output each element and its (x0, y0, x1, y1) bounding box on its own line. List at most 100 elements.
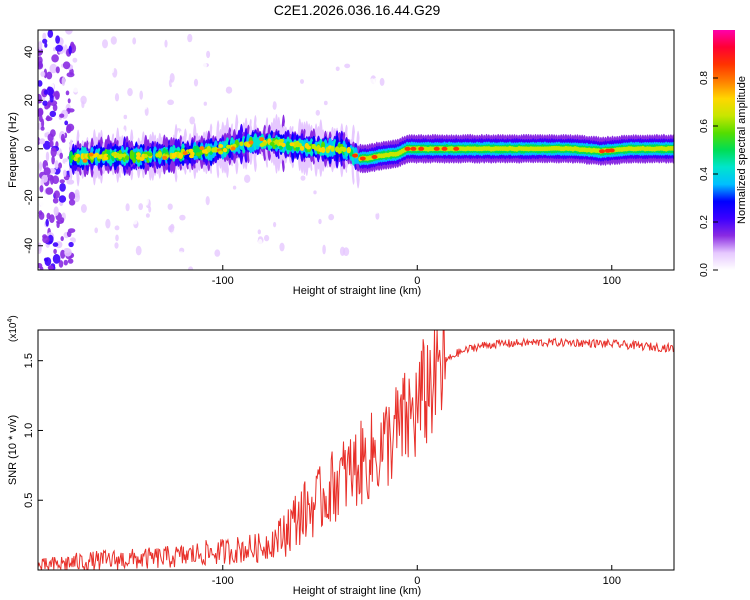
noise-speckle (354, 69, 360, 76)
noise-speckle (51, 54, 59, 63)
noise-speckle (278, 217, 285, 226)
noise-speckle (68, 45, 72, 55)
noise-speckle (43, 140, 51, 150)
noise-speckle (94, 227, 98, 234)
noise-speckle (373, 208, 380, 214)
noise-speckle (58, 67, 65, 77)
noise-speckle (317, 202, 321, 209)
noise-speckle (58, 260, 64, 268)
noise-speckle (66, 137, 70, 146)
noise-speckle (67, 204, 73, 213)
colorbar-label: Normalized spectral amplitude (736, 76, 748, 224)
figure-title: C2E1.2026.036.16.44.G29 (274, 2, 441, 18)
noise-speckle (179, 214, 186, 221)
noise-speckle (45, 187, 54, 195)
noise-speckle (279, 242, 285, 252)
noise-speckle (347, 32, 351, 39)
noise-speckle (113, 57, 120, 64)
noise-speckle (373, 66, 379, 73)
noise-speckle (308, 109, 312, 118)
noise-speckle (117, 79, 124, 84)
noise-speckle (353, 238, 359, 244)
noise-speckle (38, 263, 43, 269)
noise-speckle (333, 185, 338, 193)
noise-speckle (145, 30, 152, 36)
noise-speckle (334, 202, 338, 207)
colorbar-ticks: 0.0 0.2 0.4 0.6 0.8 (699, 71, 718, 277)
noise-speckle (274, 196, 282, 205)
noise-speckle (257, 238, 263, 249)
noise-speckle (315, 109, 320, 116)
noise-speckle (44, 199, 52, 208)
ridge-peak (226, 144, 231, 149)
ridge-peak (404, 146, 411, 151)
noise-speckle (46, 59, 53, 66)
noise-speckle (67, 108, 75, 113)
noise-speckle (344, 185, 348, 195)
noise-speckle (229, 183, 233, 191)
noise-speckle (81, 236, 88, 242)
noise-speckle (65, 30, 73, 35)
ridge-peak (162, 155, 168, 160)
noise-speckle (196, 35, 202, 43)
noise-speckle (232, 40, 238, 49)
noise-speckle (328, 69, 334, 76)
ridge-cell (341, 146, 347, 153)
noise-speckle (157, 39, 163, 49)
ridge-cell (239, 141, 244, 147)
noise-speckle (60, 249, 66, 259)
noise-speckle (365, 206, 372, 211)
noise-speckle (38, 155, 41, 163)
noise-speckle (300, 79, 304, 84)
noise-speckle (214, 249, 221, 257)
noise-speckle (236, 69, 240, 75)
noise-speckle (78, 247, 86, 254)
noise-speckle (203, 101, 207, 106)
noise-speckle (360, 233, 367, 239)
ridge-peak (218, 144, 224, 148)
noise-speckle (123, 235, 131, 241)
ridge-peak (352, 153, 358, 158)
noise-speckle (222, 76, 229, 83)
noise-speckle (340, 190, 344, 200)
noise-speckle (38, 41, 43, 51)
noise-speckle (268, 77, 274, 86)
noise-speckle (156, 81, 164, 90)
spectrogram-x-ticks: -100 0 100 (212, 265, 621, 287)
noise-speckle (357, 187, 361, 193)
noise-speckle (252, 213, 256, 219)
noise-speckle (295, 239, 302, 250)
noise-speckle (203, 243, 210, 253)
noise-speckle (281, 224, 285, 229)
noise-speckle (150, 62, 156, 71)
ridge-cell (143, 154, 148, 158)
noise-speckle (165, 183, 171, 191)
noise-speckle (139, 90, 143, 100)
x-tick-label: 0 (414, 575, 420, 587)
noise-speckle (352, 111, 360, 119)
noise-speckle (51, 155, 55, 165)
noise-speckle (381, 88, 388, 98)
noise-speckle (341, 198, 346, 204)
ridge-cell (255, 138, 260, 147)
noise-speckle (158, 125, 162, 131)
noise-speckle (38, 56, 43, 65)
noise-speckle (348, 107, 353, 117)
noise-speckle (264, 64, 271, 71)
colorbar-gradient (713, 30, 735, 270)
noise-speckle (101, 112, 105, 122)
y-tick-label: 0.5 (23, 493, 35, 508)
noise-speckle (43, 167, 51, 176)
noise-speckle (43, 257, 49, 262)
ridge-peak (410, 146, 417, 151)
noise-speckle (42, 100, 48, 106)
noise-speckle (164, 228, 170, 234)
noise-speckle (296, 184, 303, 193)
noise-speckle (105, 218, 111, 229)
noise-speckle (38, 192, 44, 201)
noise-speckle (269, 97, 274, 108)
noise-speckle (61, 76, 66, 86)
noise-speckle (110, 36, 117, 45)
noise-speckle (151, 215, 158, 221)
